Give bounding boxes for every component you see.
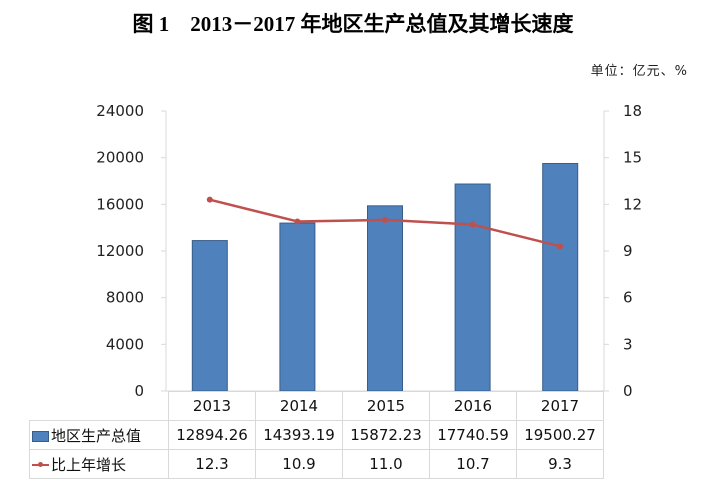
gdp-bar bbox=[367, 205, 403, 392]
value-cell: 10.9 bbox=[255, 449, 343, 479]
right-axis-tick: 0 bbox=[623, 382, 633, 400]
left-axis-tick: 16000 bbox=[96, 195, 144, 213]
value-cell: 11.0 bbox=[342, 449, 430, 479]
right-axis-tick: 3 bbox=[623, 335, 633, 353]
right-axis-tick: 12 bbox=[623, 195, 642, 213]
left-axis-tick: 0 bbox=[134, 382, 144, 400]
growth-marker bbox=[382, 216, 388, 223]
gdp-bar bbox=[191, 240, 228, 392]
growth-marker bbox=[557, 243, 564, 250]
left-axis-tick: 12000 bbox=[96, 242, 144, 260]
right-axis-tick: 18 bbox=[623, 102, 642, 120]
bar-series bbox=[191, 162, 579, 392]
gdp-bar bbox=[279, 222, 316, 392]
value-cell: 12894.26 bbox=[168, 420, 256, 450]
year-cell: 2014 bbox=[255, 391, 343, 421]
right-axis-tick: 9 bbox=[623, 242, 633, 260]
left-axis-tick: 20000 bbox=[96, 149, 144, 167]
value-cell: 14393.19 bbox=[255, 420, 343, 450]
left-axis-tick: 24000 bbox=[96, 102, 144, 120]
growth-marker bbox=[294, 218, 301, 225]
legend-gdp: 地区生产总值 bbox=[29, 420, 169, 450]
value-cell: 9.3 bbox=[516, 449, 604, 479]
gdp-row: 地区生产总值 12894.26 14393.19 15872.23 17740.… bbox=[29, 420, 604, 450]
value-cell: 15872.23 bbox=[342, 420, 430, 450]
data-table: 2013 2014 2015 2016 2017 地区生产总值 12894.26… bbox=[29, 391, 604, 479]
growth-row: 比上年增长 12.3 10.9 11.0 10.7 9.3 bbox=[29, 449, 604, 479]
right-axis-tick: 15 bbox=[623, 149, 642, 167]
line-legend-marker-icon bbox=[32, 462, 49, 467]
chart-title: 图 1 2013－2017 年地区生产总值及其增长速度 bbox=[132, 12, 574, 36]
left-axis-tick: 8000 bbox=[106, 289, 144, 307]
line-series bbox=[206, 196, 564, 250]
gdp-bar bbox=[542, 162, 579, 392]
value-cell: 19500.27 bbox=[516, 420, 604, 450]
right-axis-tick: 6 bbox=[623, 289, 633, 307]
value-cell: 17740.59 bbox=[429, 420, 517, 450]
growth-marker bbox=[206, 196, 213, 203]
left-axis-tick: 4000 bbox=[106, 335, 144, 353]
year-cell: 2015 bbox=[342, 391, 430, 421]
growth-marker bbox=[469, 221, 476, 228]
value-cell: 10.7 bbox=[429, 449, 517, 479]
gdp-bar bbox=[454, 183, 491, 392]
year-header-row: 2013 2014 2015 2016 2017 bbox=[29, 391, 604, 421]
year-cell: 2013 bbox=[168, 391, 256, 421]
value-cell: 12.3 bbox=[168, 449, 256, 479]
bar-legend-swatch-icon bbox=[32, 430, 49, 442]
legend-growth: 比上年增长 bbox=[29, 449, 169, 479]
year-cell: 2017 bbox=[516, 391, 604, 421]
unit-label: 单位：亿元、% bbox=[590, 64, 688, 79]
year-cell: 2016 bbox=[429, 391, 517, 421]
tick-labels: 24000 20000 16000 12000 8000 4000 0 18 15 12 9 6 3 0 bbox=[96, 102, 642, 400]
